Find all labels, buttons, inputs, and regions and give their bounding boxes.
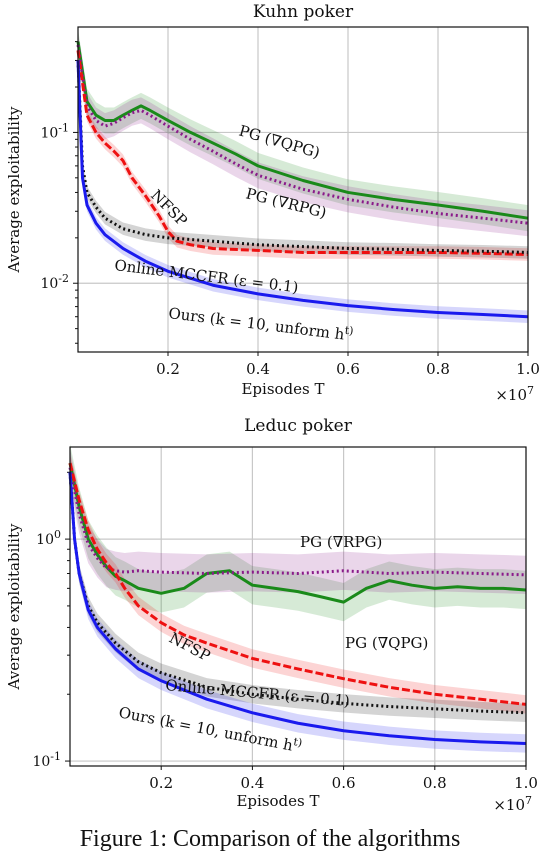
x-tick-label: 0.6 bbox=[332, 774, 356, 792]
series-line bbox=[68, 462, 527, 604]
x-tick-label: 1.0 bbox=[516, 360, 540, 378]
x-axis-label: Episodes T bbox=[236, 792, 319, 810]
y-tick-label: 10-1 bbox=[40, 121, 69, 141]
x-tick-label: 0.2 bbox=[156, 360, 180, 378]
figure-caption: Figure 1: Comparison of the algorithms bbox=[79, 826, 461, 852]
x-tick-label: 1.0 bbox=[514, 774, 538, 792]
chart-title: Kuhn poker bbox=[253, 2, 354, 22]
series-band bbox=[70, 448, 526, 595]
x-tick-label: 0.6 bbox=[336, 360, 360, 378]
series-annotation: PG (∇QPG) bbox=[345, 634, 428, 652]
x-tick-label: 0.8 bbox=[426, 360, 450, 378]
y-tick-label: 10-2 bbox=[40, 272, 69, 292]
x-tick-label: 0.4 bbox=[246, 360, 270, 378]
x-multiplier: ×107 bbox=[493, 794, 532, 814]
y-axis-label: Average exploitability bbox=[5, 523, 23, 690]
x-tick-label: 0.4 bbox=[240, 774, 264, 792]
plot-frame bbox=[69, 446, 527, 767]
chart-kuhn: Kuhn poker 0.2 0.4 0.6 0.8 1.0 10-1 10-2 Episode… bbox=[5, 2, 540, 404]
series-annotation: Online MCCFR (ε = 0.1) bbox=[114, 256, 300, 296]
series-line bbox=[76, 50, 529, 257]
y-axis-label: Average exploitability bbox=[5, 106, 23, 273]
x-axis-label: Episodes T bbox=[241, 380, 324, 398]
series-line bbox=[76, 44, 529, 225]
series-line bbox=[76, 60, 529, 319]
series-line bbox=[76, 60, 529, 254]
series-band bbox=[70, 443, 526, 622]
y-tick-label: 100 bbox=[36, 528, 61, 548]
plot-frame bbox=[77, 26, 529, 353]
series-line bbox=[76, 41, 529, 220]
x-tick-label: 0.2 bbox=[149, 774, 173, 792]
x-multiplier: ×107 bbox=[495, 384, 534, 404]
series-line bbox=[68, 462, 527, 706]
series-annotation: PG (∇RPG) bbox=[300, 533, 382, 551]
series-band bbox=[78, 31, 528, 237]
series-line bbox=[68, 472, 527, 745]
chart-title: Leduc poker bbox=[244, 416, 353, 436]
series-band bbox=[70, 453, 526, 714]
x-tick-label: 0.8 bbox=[423, 774, 447, 792]
y-tick-label: 10-1 bbox=[32, 750, 61, 770]
series-line bbox=[68, 472, 527, 715]
chart-leduc: Leduc poker 0.2 0.4 0.6 0.8 1.0 100 10-1 Episode… bbox=[5, 416, 538, 814]
